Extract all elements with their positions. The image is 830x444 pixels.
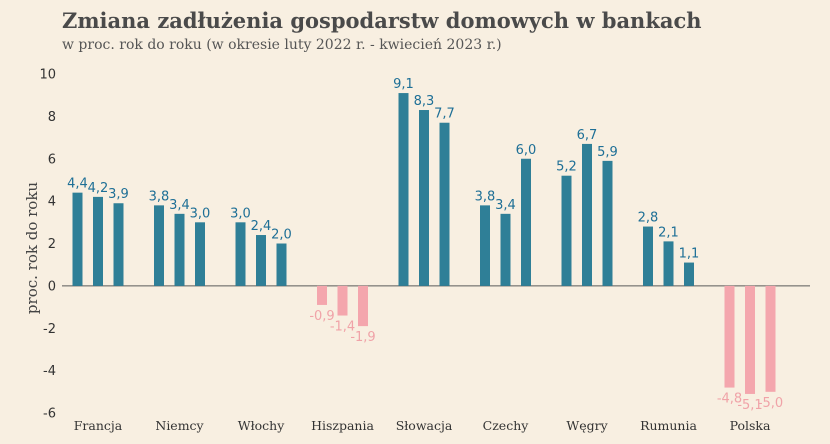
bar <box>602 160 613 286</box>
data-label: 6,0 <box>516 143 537 158</box>
category-label: Słowacja <box>396 418 453 433</box>
data-label: 7,7 <box>434 107 455 122</box>
y-tick-label: 10 <box>39 68 56 83</box>
y-axis-label: proc. rok do roku <box>23 182 41 314</box>
chart-title: Zmiana zadłużenia gospodarstw domowych w… <box>62 8 702 33</box>
bar <box>154 205 164 286</box>
bar <box>439 122 450 286</box>
bar <box>561 175 572 286</box>
data-label: 4,2 <box>88 181 109 196</box>
category-label: Węgry <box>566 418 608 433</box>
bar <box>663 241 674 286</box>
y-tick-label: -6 <box>43 407 56 422</box>
data-label: -4,8 <box>717 392 742 407</box>
y-tick-label: 4 <box>48 195 56 210</box>
y-tick-labels: -6 -4 -2 0 2 4 6 8 10 <box>39 68 56 422</box>
bar <box>521 158 531 286</box>
data-label: 5,2 <box>556 160 577 175</box>
bar <box>276 243 287 286</box>
bar <box>358 285 368 327</box>
bar <box>72 192 83 286</box>
data-label: 4,4 <box>67 177 88 192</box>
data-label: 6,7 <box>577 128 598 143</box>
data-label: -5,0 <box>758 396 783 411</box>
bar <box>93 196 103 286</box>
y-tick-label: -4 <box>43 364 56 379</box>
data-label: 1,1 <box>679 247 700 262</box>
y-tick-label: 8 <box>48 110 56 125</box>
bar <box>113 203 124 286</box>
data-label: 3,4 <box>495 198 516 213</box>
data-label: 3,9 <box>108 187 129 202</box>
bar <box>235 222 246 286</box>
chart-subtitle: w proc. rok do roku (w okresie luty 2022… <box>62 37 502 53</box>
bar <box>480 205 490 286</box>
bars <box>72 93 776 394</box>
bar <box>500 213 511 286</box>
bar <box>582 143 592 286</box>
bar <box>317 285 327 305</box>
data-label: -1,4 <box>330 320 355 335</box>
bar <box>765 285 776 392</box>
data-label: 9,1 <box>393 77 414 92</box>
y-axis-label-group: proc. rok do roku <box>23 182 41 314</box>
bar <box>195 222 205 286</box>
data-labels: 4,4 4,2 3,9 3,83,43,0 3,02,42,0-0,9-1,4-1,99… <box>67 77 783 413</box>
data-label: 3,4 <box>169 198 190 213</box>
data-label: 3,0 <box>190 206 211 221</box>
y-tick-label: 6 <box>48 152 56 167</box>
data-label: -1,9 <box>350 330 375 345</box>
data-label: 3,8 <box>149 189 170 204</box>
bar <box>256 235 266 286</box>
category-label: Francja <box>74 418 123 433</box>
bar <box>419 110 429 286</box>
y-tick-label: 2 <box>48 237 56 252</box>
y-tick-label: -2 <box>43 322 56 337</box>
data-label: 5,9 <box>597 145 618 160</box>
data-label: -0,9 <box>309 309 334 324</box>
data-label: 2,4 <box>251 219 272 234</box>
data-label: 2,8 <box>638 211 659 226</box>
bar <box>398 93 409 286</box>
bar <box>337 285 348 316</box>
bar <box>174 213 185 286</box>
data-label: 3,8 <box>475 189 496 204</box>
data-label: 3,0 <box>230 206 251 221</box>
data-label: 2,0 <box>271 228 292 243</box>
category-label: Niemcy <box>155 418 204 433</box>
bar <box>724 285 735 388</box>
category-labels: Francja Niemcy Włochy Hiszpania Słowacja Czec… <box>74 418 771 433</box>
bar <box>745 285 755 394</box>
data-label: 2,1 <box>658 225 679 240</box>
data-label: 8,3 <box>414 94 435 109</box>
bar <box>643 226 653 286</box>
category-label: Polska <box>730 418 771 433</box>
y-tick-label: 0 <box>48 279 56 294</box>
category-label: Rumunia <box>640 418 697 433</box>
data-label: -5,1 <box>737 398 762 413</box>
category-label: Hiszpania <box>311 418 374 433</box>
category-label: Włochy <box>238 418 285 433</box>
bar <box>684 262 694 286</box>
category-label: Czechy <box>483 418 530 433</box>
